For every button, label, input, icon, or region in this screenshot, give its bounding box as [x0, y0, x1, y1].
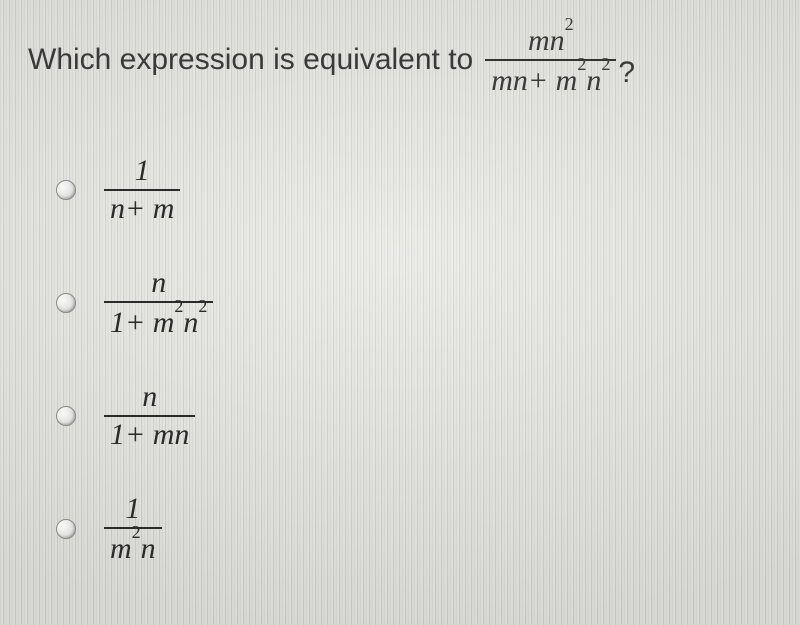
- option-3-denominator: 1+ mn: [104, 417, 195, 450]
- option-1-numerator: 1: [129, 156, 156, 189]
- option-3-numerator: n: [136, 382, 163, 415]
- question-expression: mn2 mn+ m2n2: [485, 24, 616, 96]
- option-2-expression: n 1+ m2n2: [104, 268, 213, 338]
- option-3-expression: n 1+ mn: [104, 382, 195, 450]
- expression-denominator: mn+ m2n2: [485, 61, 616, 96]
- radio-icon[interactable]: [56, 180, 76, 200]
- question-mark: ?: [618, 56, 635, 90]
- question-text-row: Which expression is equivalent to mn2 mn…: [28, 24, 772, 96]
- expression-numerator: mn2: [522, 24, 580, 59]
- radio-icon[interactable]: [56, 406, 76, 426]
- option-4-denominator: m2n: [104, 529, 162, 564]
- option-2-numerator: n: [145, 268, 172, 301]
- option-1-denominator: n+ m: [104, 191, 180, 224]
- option-4[interactable]: 1 m2n: [56, 494, 772, 564]
- option-3[interactable]: n 1+ mn: [56, 382, 772, 450]
- option-1-expression: 1 n+ m: [104, 156, 180, 224]
- option-1[interactable]: 1 n+ m: [56, 156, 772, 224]
- question-block: Which expression is equivalent to mn2 mn…: [0, 0, 800, 598]
- question-lead: Which expression is equivalent to: [28, 43, 473, 77]
- radio-icon[interactable]: [56, 293, 76, 313]
- radio-icon[interactable]: [56, 519, 76, 539]
- option-2[interactable]: n 1+ m2n2: [56, 268, 772, 338]
- options-list: 1 n+ m n 1+ m2n2 n 1+ mn 1: [28, 156, 772, 564]
- option-4-expression: 1 m2n: [104, 494, 162, 564]
- option-2-denominator: 1+ m2n2: [104, 303, 213, 338]
